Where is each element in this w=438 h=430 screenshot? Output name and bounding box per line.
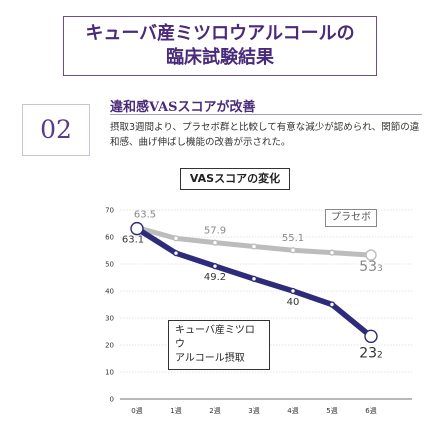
x-tick-label: 2週: [209, 406, 220, 415]
placebo-point: [250, 243, 258, 250]
placebo-data-label: 57.9: [204, 226, 226, 237]
extract-point: [250, 275, 258, 282]
page-title-line2: 臨床試験結果: [166, 47, 274, 68]
section-description: 摂取3週間より、プラセボ群と比較して有意な減少が認められ、関節の違和感、曲げ伸ば…: [110, 122, 420, 148]
section-heading: 違和感VASスコアが改善: [110, 100, 256, 115]
placebo-point: [289, 247, 297, 254]
extract-data-label: 232: [359, 345, 383, 361]
section-divider: [110, 114, 422, 115]
legend-placebo: プラセボ: [325, 209, 377, 227]
x-tick-label: 5週: [326, 406, 337, 415]
placebo-point: [172, 235, 180, 242]
placebo-data-label: 55.1: [282, 233, 304, 244]
extract-point: [172, 250, 180, 257]
placebo-point: [328, 249, 336, 256]
y-tick-label: 20: [105, 342, 114, 350]
extract-point: [289, 287, 297, 295]
extract-point: [130, 221, 144, 236]
placebo-data-label: 533: [359, 259, 383, 275]
x-tick-label: 3週: [248, 406, 259, 415]
chart-title: VASスコアの変化: [180, 168, 290, 190]
extract-point: [328, 301, 336, 308]
y-tick-label: 70: [105, 207, 114, 215]
y-tick-label: 0: [110, 396, 114, 404]
x-tick-label: 1週: [170, 406, 181, 415]
legend-extract-line2: アルコール摂取: [175, 353, 245, 364]
x-tick-label: 0週: [131, 406, 142, 415]
y-tick-label: 30: [105, 315, 114, 323]
extract-data-label: 63.1: [122, 235, 144, 246]
y-tick-label: 10: [105, 369, 114, 377]
y-tick-label: 40: [105, 288, 114, 296]
extract-point: [211, 263, 219, 270]
legend-extract: キューバ産ミツロウ アルコール摂取: [168, 320, 270, 370]
legend-extract-line1: キューバ産ミツロウ: [175, 325, 255, 350]
extract-point: [364, 329, 378, 344]
page-title: キューバ産ミツロウアルコールの 臨床試験結果: [63, 16, 377, 76]
x-tick-label: 4週: [287, 406, 298, 415]
x-tick-label: 6週: [365, 406, 376, 415]
y-tick-label: 50: [105, 261, 114, 269]
placebo-data-label: 63.5: [134, 210, 156, 221]
section-number: 02: [22, 104, 90, 156]
extract-data-label: 40: [287, 297, 300, 308]
extract-data-label: 49.2: [204, 272, 226, 283]
placebo-point: [365, 249, 377, 261]
page-title-line1: キューバ産ミツロウアルコールの: [85, 23, 355, 44]
y-tick-label: 60: [105, 234, 114, 242]
legend-placebo-label: プラセボ: [331, 212, 371, 223]
placebo-point: [211, 239, 219, 246]
